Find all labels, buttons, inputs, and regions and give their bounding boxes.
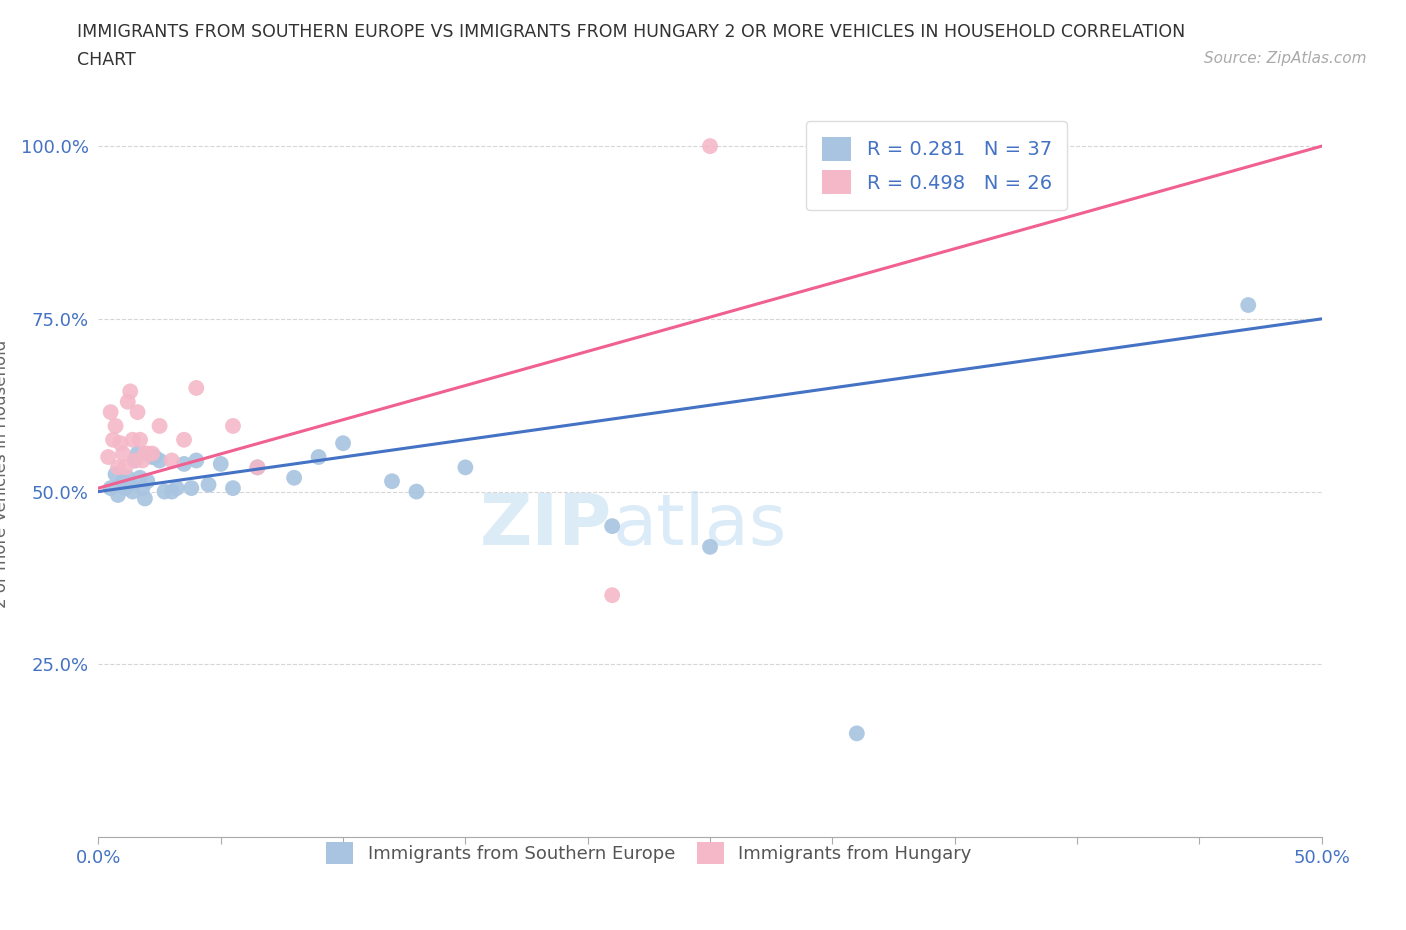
Point <box>332 436 354 451</box>
Point <box>246 460 269 475</box>
Point <box>120 384 142 399</box>
Point <box>107 460 129 475</box>
Point <box>845 726 868 741</box>
Point <box>114 481 136 496</box>
Point <box>117 471 139 485</box>
Point <box>121 432 143 447</box>
Point <box>141 446 163 461</box>
Point <box>699 139 721 153</box>
Point <box>101 432 124 447</box>
Point <box>129 432 152 447</box>
Point <box>209 457 232 472</box>
Point <box>97 449 120 464</box>
Point <box>120 477 142 492</box>
Point <box>600 588 623 603</box>
Point <box>136 473 159 488</box>
Point <box>100 405 122 419</box>
Point <box>160 485 183 499</box>
Point <box>405 485 427 499</box>
Point <box>166 481 188 496</box>
Point <box>173 457 195 472</box>
Point <box>127 446 149 461</box>
Point <box>124 453 146 468</box>
Point <box>283 471 305 485</box>
Point <box>246 460 269 475</box>
Point <box>107 487 129 502</box>
Text: IMMIGRANTS FROM SOUTHERN EUROPE VS IMMIGRANTS FROM HUNGARY 2 OR MORE VEHICLES IN: IMMIGRANTS FROM SOUTHERN EUROPE VS IMMIG… <box>77 23 1185 41</box>
Point <box>222 481 245 496</box>
Point <box>136 446 159 461</box>
Point <box>100 481 122 496</box>
Point <box>153 485 176 499</box>
Point <box>117 394 139 409</box>
Point <box>308 449 330 464</box>
Point <box>127 405 149 419</box>
Point <box>454 460 477 475</box>
Text: ZIP: ZIP <box>479 491 612 560</box>
Text: atlas: atlas <box>612 491 786 560</box>
Point <box>104 418 127 433</box>
Point <box>110 436 132 451</box>
Point <box>141 449 163 464</box>
Point <box>149 418 172 433</box>
Text: Source: ZipAtlas.com: Source: ZipAtlas.com <box>1204 51 1367 66</box>
Y-axis label: 2 or more Vehicles in Household: 2 or more Vehicles in Household <box>0 340 10 608</box>
Point <box>222 418 245 433</box>
Point <box>134 446 156 461</box>
Point <box>143 449 166 464</box>
Point <box>381 473 404 488</box>
Point <box>121 485 143 499</box>
Point <box>124 453 146 468</box>
Point <box>1237 298 1260 312</box>
Point <box>186 453 208 468</box>
Point <box>111 446 134 461</box>
Point <box>134 491 156 506</box>
Point <box>131 453 153 468</box>
Point <box>129 471 152 485</box>
Text: CHART: CHART <box>77 51 136 69</box>
Legend: Immigrants from Southern Europe, Immigrants from Hungary: Immigrants from Southern Europe, Immigra… <box>312 828 986 879</box>
Point <box>699 539 721 554</box>
Point <box>186 380 208 395</box>
Point <box>111 473 134 488</box>
Point <box>149 453 172 468</box>
Point <box>197 477 219 492</box>
Point <box>173 432 195 447</box>
Point <box>114 460 136 475</box>
Point <box>131 481 153 496</box>
Point <box>180 481 202 496</box>
Point <box>104 467 127 482</box>
Point <box>600 519 623 534</box>
Point <box>160 453 183 468</box>
